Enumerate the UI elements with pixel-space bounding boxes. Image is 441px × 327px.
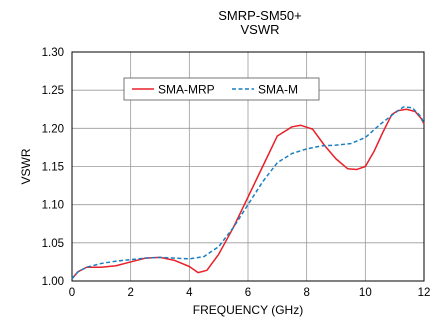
legend: SMA-MRP SMA-M — [123, 77, 320, 101]
chart-title: SMRP-SM50+ — [218, 8, 302, 23]
series-line-sma-mrp — [71, 108, 425, 280]
series-layer — [71, 106, 425, 280]
x-tick-label: 4 — [186, 287, 193, 299]
y-tick-label: 1.05 — [42, 238, 64, 250]
x-tick-label: 12 — [418, 287, 431, 299]
series-line-sma-m — [71, 106, 425, 280]
y-tick-label: 1.15 — [42, 162, 64, 174]
y-tick-label: 1.10 — [42, 200, 64, 212]
plot-frame — [71, 51, 425, 282]
y-tick-label: 1.25 — [42, 85, 64, 97]
x-axis-label: FREQUENCY (GHz) — [193, 303, 303, 317]
y-tick-label: 1.30 — [42, 47, 64, 59]
legend-box — [123, 77, 320, 101]
x-tick-label: 10 — [359, 287, 372, 299]
y-axis-label: VSWR — [19, 148, 33, 184]
tick-labels: 0 2 4 6 8 10 12 1.00 1.05 1.10 1.15 1.20 1.25 1.30 — [42, 47, 431, 299]
y-tick-label: 1.00 — [42, 276, 64, 288]
x-tick-label: 8 — [303, 287, 309, 299]
chart-subtitle: VSWR — [240, 22, 280, 37]
x-tick-label: 0 — [69, 287, 75, 299]
legend-label: SMA-MRP — [158, 83, 215, 97]
x-tick-label: 6 — [245, 287, 251, 299]
legend-label: SMA-M — [258, 83, 298, 97]
y-tick-label: 1.20 — [42, 123, 64, 135]
x-tick-label: 2 — [127, 287, 133, 299]
